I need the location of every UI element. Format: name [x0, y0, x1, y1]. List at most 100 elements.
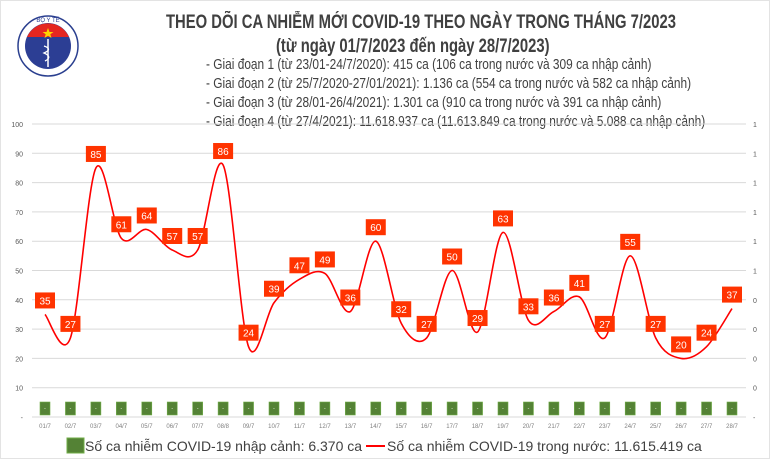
- bar-data-label: -: [706, 406, 708, 412]
- data-label-25/7: 27: [645, 315, 666, 332]
- right-axis-tick: 1: [753, 151, 757, 158]
- data-label-07/7: 57: [187, 227, 208, 244]
- data-label-14/7: 60: [365, 219, 386, 236]
- right-axis-tick: 1: [753, 239, 757, 246]
- data-label-value: 50: [447, 253, 459, 264]
- data-label-11/7: 47: [289, 257, 310, 274]
- bar-data-label: -: [400, 406, 402, 412]
- data-label-01/7: 35: [35, 292, 55, 309]
- data-label-box: [543, 289, 564, 306]
- bar-import-15/7: [395, 401, 407, 416]
- data-label-02/7: 27: [60, 315, 81, 332]
- x-tick-label: 12/7: [319, 424, 331, 430]
- bar-data-label: -: [451, 406, 453, 412]
- stage-4-text: - Giai đoạn 4 (từ 27/4/2021): 11.618.937…: [206, 114, 706, 130]
- right-axis-tick: 0: [753, 356, 757, 363]
- x-tick-label: 14/7: [370, 424, 382, 430]
- data-label-13/7: 36: [340, 289, 361, 306]
- x-tick-label: 07/7: [192, 424, 204, 430]
- legend: Số ca nhiễm COVID-19 nhập cảnh: 6.370 ca…: [66, 437, 702, 454]
- bar-data-label: -: [426, 406, 428, 412]
- bar-import-18/7: [472, 401, 483, 416]
- data-label-box: [518, 298, 539, 315]
- x-tick-label: 26/7: [675, 424, 687, 430]
- left-axis-tick: 30: [15, 327, 23, 334]
- stage-1-text: - Giai đoạn 1 (từ 23/01-24/7/2020): 415 …: [206, 57, 652, 73]
- right-axis-tick: 0: [753, 298, 757, 305]
- data-label-value: 35: [39, 296, 51, 307]
- chart-title: THEO DÕI CA NHIỄM MỚI COVID-19 THEO NGÀY…: [166, 12, 677, 33]
- data-label-value: 37: [726, 291, 738, 302]
- ministry-of-health-logo: BỘ Y TẾ: [17, 15, 79, 77]
- data-label-12/7: 49: [314, 251, 335, 268]
- right-axis-tick: 1: [753, 210, 757, 217]
- x-tick-label: 08/8: [217, 424, 229, 430]
- data-label-box: [416, 315, 437, 332]
- data-label-value: 24: [701, 329, 713, 340]
- data-label-08/8: 86: [213, 143, 234, 160]
- bar-import-09/7: [243, 401, 254, 416]
- left-axis-tick: 100: [11, 122, 23, 129]
- data-label-value: 39: [268, 285, 280, 296]
- x-tick-label: 04/7: [115, 424, 127, 430]
- bar-data-label: -: [95, 406, 97, 412]
- right-axis-tick: 1: [753, 269, 757, 276]
- data-label-24/7: 55: [620, 233, 641, 250]
- data-label-18/7: 29: [467, 310, 488, 327]
- left-axis-tick: 50: [15, 269, 23, 276]
- x-tick-label: 27/7: [701, 424, 713, 430]
- bar-import-07/7: [192, 401, 203, 416]
- data-label-15/7: 32: [391, 301, 412, 318]
- bar-data-label: -: [477, 406, 479, 412]
- data-label-box: [696, 324, 717, 341]
- x-tick-label: 11/7: [294, 424, 306, 430]
- left-axis-tick: 20: [15, 356, 23, 363]
- x-tick-label: 22/7: [573, 424, 585, 430]
- data-label-box: [85, 145, 106, 162]
- data-label-19/7: 63: [493, 210, 513, 227]
- data-label-value: 20: [676, 340, 688, 351]
- data-label-value: 61: [116, 220, 128, 231]
- bar-import-26/7: [675, 401, 687, 416]
- data-label-21/7: 36: [543, 289, 564, 306]
- data-label-value: 33: [523, 302, 535, 313]
- data-label-box: [493, 210, 513, 227]
- right-axis-tick: 0: [753, 386, 757, 393]
- bar-import-06/7: [166, 401, 178, 416]
- bar-import-24/7: [624, 401, 636, 416]
- data-label-value: 85: [90, 150, 102, 161]
- stage-2-text: - Giai đoạn 2 (từ 25/7/2020-27/01/2021):…: [206, 76, 692, 92]
- x-tick-label: 24/7: [624, 424, 636, 430]
- data-label-box: [671, 336, 692, 353]
- data-label-box: [187, 227, 208, 244]
- data-label-27/7: 24: [696, 324, 717, 341]
- data-label-box: [594, 315, 615, 332]
- bar-data-label: -: [146, 406, 148, 412]
- data-label-16/7: 27: [416, 315, 437, 332]
- chart-subtitle: (từ ngày 01/7/2023 đến ngày 28/7/2023): [276, 36, 550, 57]
- x-tick-label: 17/7: [446, 424, 458, 430]
- bar-data-label: -: [349, 406, 351, 412]
- data-label-value: 57: [167, 232, 179, 243]
- data-label-value: 41: [574, 279, 586, 290]
- data-label-03/7: 85: [85, 145, 106, 162]
- left-axis-tick: 40: [15, 298, 23, 305]
- bar-data-label: -: [655, 406, 657, 412]
- bar-import-27/7: [701, 401, 712, 416]
- right-axis-tick: 0: [753, 327, 757, 334]
- bar-data-label: -: [299, 406, 301, 412]
- data-label-box: [365, 219, 386, 236]
- bar-data-label: -: [120, 406, 122, 412]
- data-label-value: 86: [218, 147, 230, 158]
- x-tick-label: 09/7: [243, 424, 255, 430]
- data-label-value: 24: [243, 329, 255, 340]
- data-label-box: [722, 286, 742, 303]
- x-tick-label: 21/7: [548, 424, 560, 430]
- data-label-box: [314, 251, 335, 268]
- bar-data-label: -: [502, 406, 504, 412]
- left-axis-tick: 80: [15, 181, 23, 188]
- x-tick-label: 13/7: [344, 424, 356, 430]
- bar-data-label: -: [324, 406, 326, 412]
- bar-import-04/7: [116, 401, 127, 416]
- data-label-17/7: 50: [442, 248, 463, 265]
